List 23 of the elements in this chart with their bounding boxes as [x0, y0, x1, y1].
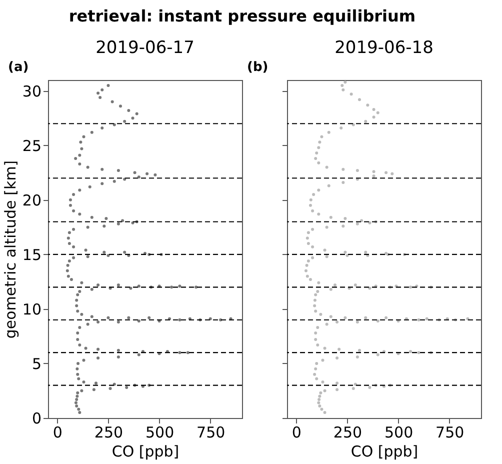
x-tick-label: 250 — [94, 424, 124, 442]
chart-subtitle: 2019-06-18 — [334, 38, 434, 58]
y-tick-label: 20 — [22, 191, 42, 210]
y-tick-label: 5 — [32, 354, 42, 373]
y-tick-label: 15 — [22, 246, 42, 264]
x-tick-label: 500 — [384, 424, 414, 442]
x-axis-title: CO [ppb] — [112, 442, 180, 460]
y-axis-title: geometric altitude [km] — [1, 160, 20, 339]
x-tick-label: 500 — [145, 424, 174, 442]
x-tick-label: 0 — [292, 424, 302, 442]
text: (a) — [8, 60, 29, 75]
y-tick-label: 10 — [22, 300, 42, 318]
chart-subtitle: 2019-06-17 — [96, 38, 194, 58]
x-axis-title: CO [ppb] — [350, 442, 418, 460]
x-tick-label: 750 — [196, 424, 226, 442]
x-tick-label: 0 — [52, 424, 62, 442]
y-tick-label: 25 — [22, 136, 42, 155]
y-tick-label: 30 — [22, 82, 42, 100]
y-tick-label: 0 — [32, 410, 42, 428]
chart-title: retrieval: instant pressure equilibrium — [68, 6, 416, 26]
x-tick-label: 250 — [333, 424, 362, 442]
text: (b) — [247, 60, 268, 75]
x-tick-label: 750 — [436, 424, 464, 442]
